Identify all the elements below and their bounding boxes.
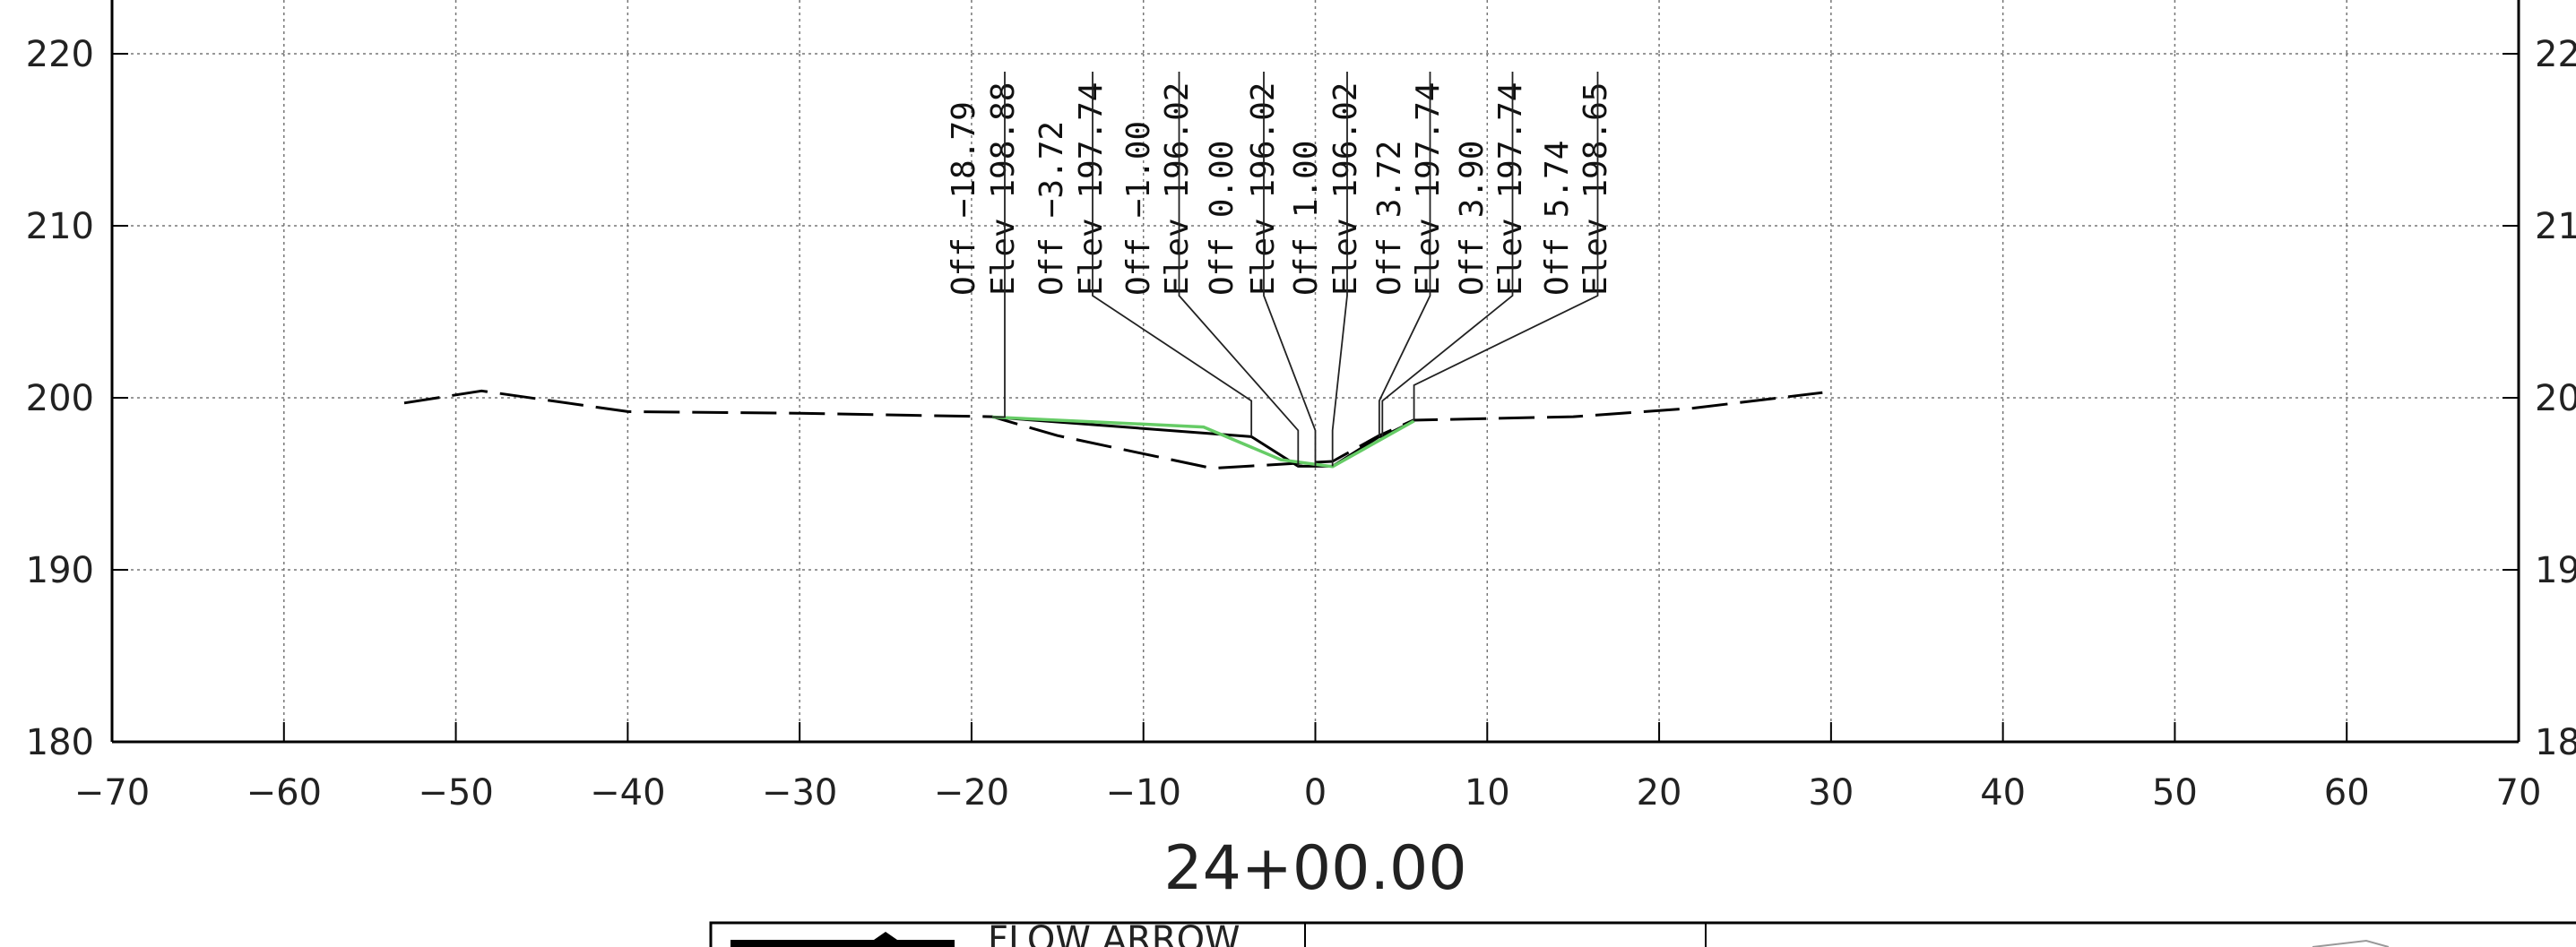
callout-label: Elev 198.88 xyxy=(985,82,1022,296)
title-block: FLOW ARROW xyxy=(709,919,2576,947)
callout-label: Elev 197.74 xyxy=(1073,82,1110,296)
right-tick-label: 18 xyxy=(2535,722,2576,763)
right-tick-label: 20 xyxy=(2535,378,2576,419)
x-tick-label: 30 xyxy=(1808,772,1854,814)
axis-ticks: −70 −60 −50 −40 −30 −20 −10 0 10 20 30 40 50 60 70 180 1… xyxy=(26,34,2576,814)
callout-label: Elev 197.74 xyxy=(1410,82,1447,296)
x-tick-label: −30 xyxy=(762,772,837,814)
callout-label: Off 1.00 xyxy=(1288,141,1325,296)
callout-leader xyxy=(1178,72,1300,467)
callout-label: Off −3.72 xyxy=(1033,121,1070,296)
x-tick-label: 0 xyxy=(1304,772,1327,814)
x-tick-label: 60 xyxy=(2324,772,2370,814)
profile-lines xyxy=(403,389,1823,470)
title-block-label: FLOW ARROW xyxy=(988,919,1240,947)
right-tick-label: 21 xyxy=(2535,206,2576,247)
y-tick-label: 220 xyxy=(26,34,94,75)
callout-label: Elev 196.02 xyxy=(1159,82,1196,296)
x-tick-label: −70 xyxy=(74,772,150,814)
x-tick-label: −40 xyxy=(590,772,665,814)
right-tick-label: 19 xyxy=(2535,550,2576,591)
x-tick-label: −20 xyxy=(934,772,1009,814)
callout-label: Off 3.72 xyxy=(1371,141,1408,296)
callout-leader xyxy=(1381,72,1514,437)
callout-label: Off −18.79 xyxy=(946,101,982,296)
profile-series-3 xyxy=(992,415,1415,469)
callout-label: Elev 197.74 xyxy=(1492,82,1529,296)
callout-leader xyxy=(1331,72,1348,467)
callout-label: Off 0.00 xyxy=(1204,141,1240,296)
station-label: 24+00.00 xyxy=(1163,833,1466,904)
profile-series-1 xyxy=(403,389,1823,470)
callout-leader xyxy=(1263,72,1317,467)
callout-leader xyxy=(1092,72,1253,437)
x-tick-label: −60 xyxy=(246,772,322,814)
callout-label: Off −1.00 xyxy=(1120,121,1157,296)
y-tick-label: 200 xyxy=(26,378,94,419)
x-tick-label: −50 xyxy=(418,772,493,814)
x-tick-label: 20 xyxy=(1637,772,1682,814)
callout-leader xyxy=(992,72,1006,418)
callout-leader xyxy=(1378,72,1431,437)
callout-label: Off 5.74 xyxy=(1539,141,1576,296)
x-tick-label: −10 xyxy=(1106,772,1181,814)
x-tick-label: 70 xyxy=(2496,772,2542,814)
y-tick-label: 190 xyxy=(26,550,94,591)
callout-label: Off 3.90 xyxy=(1454,141,1491,296)
callout-leader xyxy=(1413,72,1599,421)
x-tick-label: 10 xyxy=(1465,772,1510,814)
flow-arrow-shaft xyxy=(730,940,955,947)
offset-elevation-callouts: Off −18.79 Elev 198.88 Off −3.72 Elev 197.7… xyxy=(946,72,1614,467)
x-tick-label: 40 xyxy=(1980,772,2026,814)
y-tick-label: 180 xyxy=(26,722,94,763)
title-block-frame xyxy=(709,921,2576,947)
north-arrow-icon xyxy=(2312,939,2390,947)
grid-lines xyxy=(112,0,2519,742)
callout-label: Elev 198.65 xyxy=(1578,82,1614,296)
y-tick-label: 210 xyxy=(26,206,94,247)
right-tick-label: 22 xyxy=(2535,34,2576,75)
callout-label: Elev 196.02 xyxy=(1327,82,1364,296)
profile-series-2 xyxy=(991,416,1415,468)
flow-arrow-icon xyxy=(874,932,897,940)
x-tick-label: 50 xyxy=(2152,772,2198,814)
